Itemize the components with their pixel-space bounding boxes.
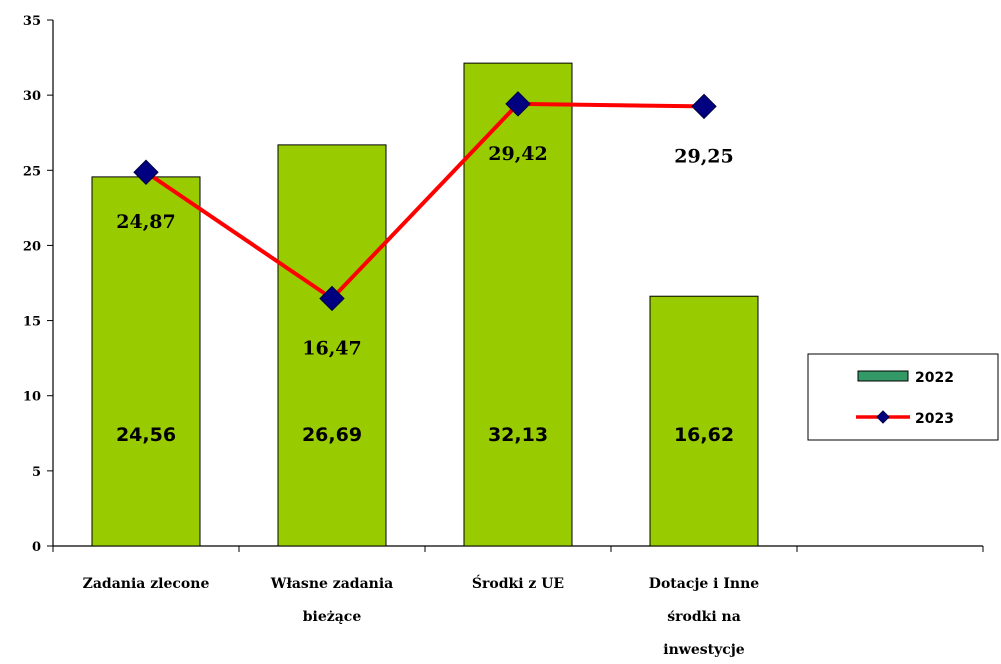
line-path-2023 [146,104,704,299]
bars-2022 [92,63,758,546]
x-category-label: Dotacje i Inne [649,576,759,592]
x-category-label: inwestycje [663,642,745,658]
line-value-label: 29,25 [674,145,734,167]
y-tick-label: 30 [23,89,41,104]
line-value-label: 29,42 [488,143,548,165]
y-tick-label: 20 [23,239,41,254]
x-category-label: środki na [667,609,741,625]
data-labels: 24,56 26,69 32,13 16,62 24,87 16,47 29,42 29,25 [116,143,734,446]
line-marker-2023 [692,94,716,118]
x-category-label: Zadania zlecone [83,576,210,592]
bar-value-label: 26,69 [302,424,362,446]
legend-swatch-2022 [858,371,908,381]
y-tick-label: 5 [32,465,41,480]
legend-box [808,354,998,440]
bar-value-label: 16,62 [674,424,734,446]
x-category-label: Własne zadania [270,576,393,592]
y-tick-label: 0 [32,540,41,555]
legend-label-2023: 2023 [915,411,954,427]
legend-label-2022: 2022 [915,370,954,386]
line-value-label: 16,47 [302,337,362,359]
bar-2022 [464,63,572,546]
y-tick-label: 10 [23,390,41,405]
bar-value-label: 24,56 [116,424,176,446]
legend: 2022 2023 [808,354,998,440]
y-tick-label: 35 [23,14,41,29]
line-2023 [134,92,716,311]
line-value-label: 24,87 [116,211,176,233]
y-tick-label: 15 [23,315,41,330]
x-category-label: bieżące [303,609,362,625]
x-category-label: Środki z UE [472,574,564,592]
bar-2022 [650,296,758,546]
bar-value-label: 32,13 [488,424,548,446]
y-tick-label: 25 [23,164,41,179]
